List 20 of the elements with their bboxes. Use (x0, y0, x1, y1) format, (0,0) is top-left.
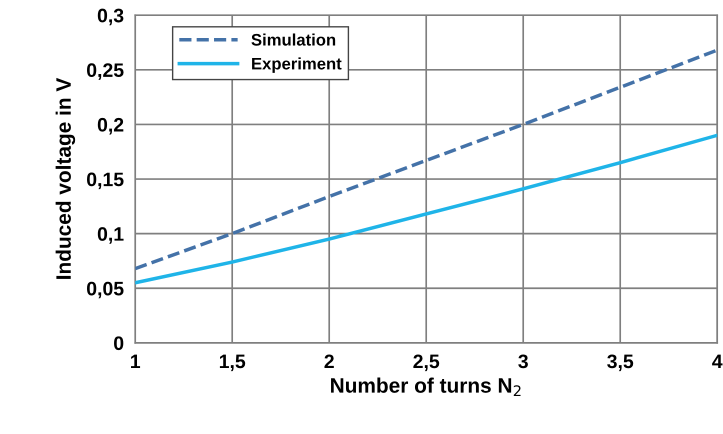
legend-label: Simulation (251, 33, 336, 46)
y-tick-label: 0,2 (98, 118, 124, 134)
x-tick-label: 2,5 (413, 354, 440, 372)
y-tick-label: 0,25 (87, 63, 124, 80)
y-tick-label: 0,1 (98, 227, 124, 244)
x-tick-label: 1,5 (220, 354, 246, 372)
x-tick-label: 4 (712, 354, 723, 368)
y-tick-label: 0,15 (87, 172, 124, 190)
x-tick-label: 3,5 (607, 354, 634, 372)
legend-label: Experiment (252, 57, 342, 73)
x-tick-label: 3 (518, 354, 528, 368)
x-tick-label: 2 (324, 354, 334, 368)
x-axis-title: Number of turns N$_{2}$ (331, 378, 521, 396)
line-series (135, 48, 718, 270)
y-axis-title: Induced voltage in V (56, 78, 76, 279)
y-tick-label: 0,3 (98, 8, 124, 26)
line-series (135, 134, 718, 285)
x-tick-label: 1 (131, 354, 140, 368)
y-tick-label: 0 (114, 336, 124, 350)
y-tick-label: 0,05 (87, 282, 124, 298)
